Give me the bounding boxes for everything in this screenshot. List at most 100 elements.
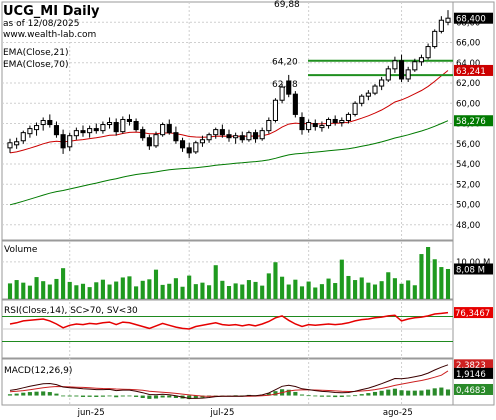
- rsi-last-label: 76,3467: [455, 309, 490, 319]
- candle: [186, 142, 192, 158]
- candle-body: [306, 122, 312, 131]
- candle: [398, 54, 405, 83]
- volume-bar: [134, 286, 139, 299]
- candle: [113, 118, 119, 136]
- price-panel: 69,88 64,20 62,78: [7, 0, 453, 206]
- candle: [146, 134, 152, 150]
- candle: [73, 127, 79, 140]
- candle-body: [432, 30, 438, 48]
- price-tick-label: 56,00: [456, 140, 480, 150]
- volume-bar: [339, 259, 344, 299]
- macd-hist-bar: [134, 395, 139, 397]
- hist-last-box: [454, 383, 493, 395]
- candle: [14, 137, 20, 149]
- macd-hist-bar: [187, 395, 192, 400]
- volume-label: Volume: [4, 245, 38, 255]
- candle: [332, 115, 338, 126]
- candle: [53, 121, 60, 138]
- candle: [259, 127, 265, 141]
- candle-body: [146, 137, 152, 147]
- volume-bar: [107, 284, 112, 299]
- macd-hist-bar: [61, 395, 66, 397]
- x-tick-label: ago-25: [383, 408, 413, 418]
- candle-body: [186, 147, 192, 154]
- macd-hist-bar: [114, 395, 119, 398]
- candle-body: [113, 122, 119, 133]
- candle: [445, 10, 451, 26]
- volume-bar: [399, 283, 404, 299]
- candle-body: [140, 129, 146, 139]
- ema21-last-label: 63,241: [456, 67, 486, 77]
- candle: [425, 43, 431, 60]
- candle: [432, 29, 438, 49]
- macd-hist-bar: [120, 395, 125, 397]
- candle-body: [60, 134, 66, 149]
- macd-hist-bar: [167, 395, 172, 398]
- candle: [106, 117, 113, 129]
- volume-bar: [80, 283, 86, 299]
- candle: [239, 131, 245, 143]
- candle-body: [292, 93, 298, 115]
- volume-bar: [366, 282, 371, 299]
- macd-hist-bar: [353, 395, 358, 397]
- candle-body: [239, 135, 245, 141]
- volume-bar: [180, 286, 185, 299]
- candle-body: [445, 17, 451, 23]
- candle-body: [14, 141, 20, 146]
- candle: [312, 119, 318, 131]
- candle: [365, 90, 371, 101]
- candle: [100, 121, 106, 134]
- macd-line: [9, 364, 449, 399]
- volume-bar: [240, 284, 245, 299]
- last-price-label-box: [454, 12, 493, 24]
- rsi-label: RSI(Close,14), SC>70, SV<30: [4, 306, 138, 316]
- candle: [286, 74, 292, 98]
- macd-hist-bar: [14, 393, 19, 396]
- candle: [126, 114, 133, 126]
- volume-bar: [273, 262, 278, 299]
- volume-bar: [359, 277, 364, 299]
- macd-hist-bar: [372, 391, 378, 396]
- candle-body: [106, 122, 113, 126]
- macd-hist-bar: [21, 392, 26, 396]
- macd-hist-bar: [392, 388, 397, 396]
- candle: [438, 16, 444, 34]
- volume-bar: [426, 247, 431, 299]
- candle-body: [160, 124, 166, 136]
- candle-body: [425, 46, 431, 59]
- macd-hist-bar: [80, 395, 86, 397]
- volume-bar: [193, 284, 198, 299]
- candle: [47, 114, 53, 128]
- rsi-panel: [2, 311, 453, 342]
- panel-frame: [1, 358, 454, 406]
- candle: [405, 66, 411, 83]
- candle-body: [365, 92, 371, 97]
- candle-body: [266, 119, 272, 132]
- panel-frame: [1, 1, 454, 241]
- macd-hist-bar: [266, 393, 271, 396]
- macd-hist-bar: [445, 389, 451, 396]
- candle-body: [359, 95, 365, 104]
- volume-bar: [140, 280, 145, 299]
- volume-bar: [419, 254, 424, 299]
- candle: [40, 117, 46, 131]
- volume-bar: [445, 268, 451, 299]
- volume-bar: [47, 284, 52, 299]
- volume-bar: [226, 286, 232, 299]
- volume-bar: [386, 272, 391, 299]
- volume-bar: [153, 269, 159, 299]
- candle: [193, 140, 199, 154]
- volume-bar: [74, 285, 79, 299]
- volume-bar: [313, 287, 318, 299]
- volume-bar: [147, 279, 152, 299]
- signal-last-label: 1,9146: [456, 370, 486, 380]
- macd-hist-bar: [74, 395, 79, 397]
- candle-body: [312, 123, 318, 128]
- x-tick-label: jun-25: [77, 408, 105, 418]
- candle: [252, 129, 259, 143]
- candle-body: [80, 130, 86, 134]
- candle-body: [332, 118, 338, 124]
- candle-body: [27, 128, 33, 135]
- rsi-line: [9, 311, 449, 330]
